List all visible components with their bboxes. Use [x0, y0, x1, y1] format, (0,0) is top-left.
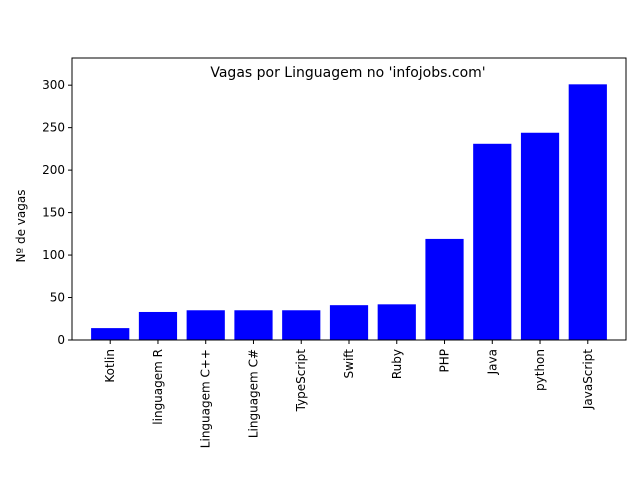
bar-java	[473, 143, 512, 340]
y-axis-ticks: 0 50 100 150 200 250 300	[42, 78, 72, 347]
y-tick-label: 300	[42, 78, 65, 92]
x-tick-label: Java	[485, 349, 499, 375]
bar-linguagem-c-	[186, 310, 225, 340]
y-tick-label: 50	[50, 291, 65, 305]
y-tick-label: 100	[42, 248, 65, 262]
bar-javascript	[568, 84, 607, 340]
bar-php	[425, 238, 464, 340]
x-tick-label: Linguagem C#	[246, 349, 260, 438]
y-tick-label: 200	[42, 163, 65, 177]
x-tick-label: python	[533, 349, 547, 391]
y-axis-label: Nº de vagas	[14, 190, 28, 263]
y-tick-label: 0	[57, 333, 65, 347]
plot-frame	[71, 57, 627, 341]
x-tick-label: TypeScript	[294, 349, 308, 413]
x-tick-label: PHP	[438, 349, 452, 373]
bar-ruby	[377, 304, 416, 340]
y-tick-label: 150	[42, 206, 65, 220]
bar-typescript	[282, 310, 321, 340]
x-tick-label: Ruby	[390, 349, 404, 379]
bars-group	[91, 84, 607, 340]
x-tick-label: Swift	[342, 349, 356, 379]
chart-title: Vagas por Linguagem no 'infojobs.com'	[210, 65, 485, 81]
x-tick-label: JavaScript	[581, 349, 595, 410]
x-tick-label: linguagem R	[151, 349, 165, 425]
x-axis-ticks: Kotlin linguagem R Linguagem C++ Linguagem …	[103, 340, 595, 448]
x-tick-label: Kotlin	[103, 349, 117, 383]
y-tick-label: 250	[42, 121, 65, 135]
bar-linguagem-r	[138, 311, 178, 340]
bar-swift	[329, 305, 369, 340]
bar-kotlin	[91, 328, 130, 340]
bar-linguagem-c-	[234, 310, 273, 340]
x-tick-label: Linguagem C++	[199, 349, 213, 448]
bar-python	[520, 132, 560, 340]
